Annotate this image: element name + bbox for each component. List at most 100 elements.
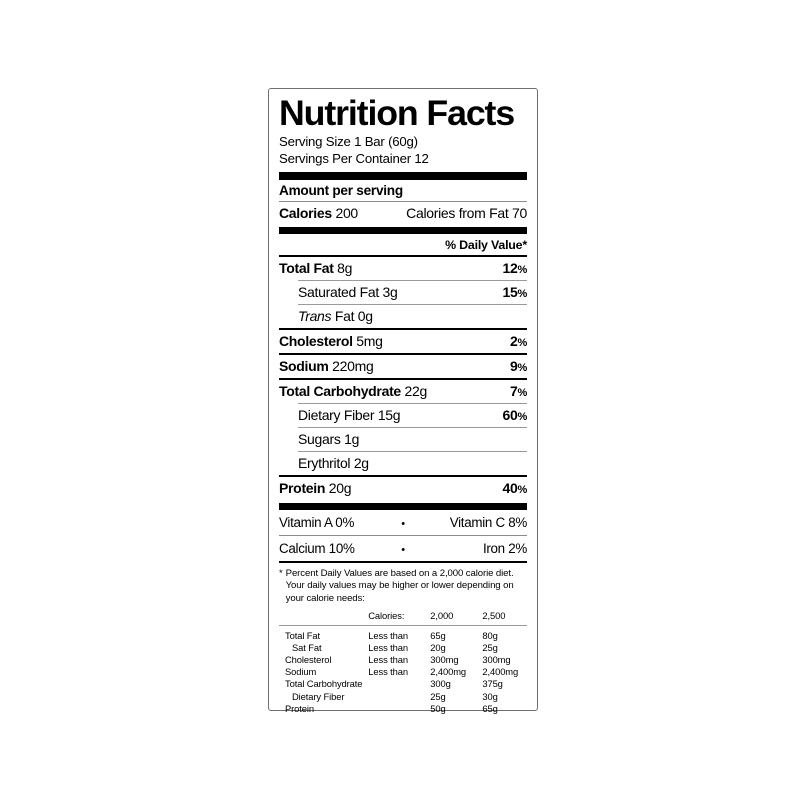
reference-row: Sodium Less than 2,400mg 2,400mg: [279, 666, 527, 678]
reference-cell: Dietary Fiber: [292, 690, 345, 702]
reference-cell: Less than: [368, 629, 409, 641]
reference-row: Dietary Fiber 25g 30g: [279, 690, 527, 702]
nutrition-facts-panel: Nutrition Facts Serving Size 1 Bar (60g)…: [268, 88, 538, 714]
serving-size-text: Serving Size 1 Bar (60g): [279, 134, 418, 149]
nutrient-row: Dietary Fiber 15g 60%: [279, 404, 527, 427]
reference-cell: 30g: [482, 690, 498, 702]
calories-value: 200: [335, 204, 358, 221]
nutrient-row: Trans Fat 0g: [279, 305, 527, 328]
bullet-separator-icon: •: [401, 543, 405, 556]
nutrient-divider: [279, 254, 527, 257]
nutrient-row: Total Carbohydrate 22g 7%: [279, 380, 527, 403]
nutrient-name: Trans Fat 0g: [298, 308, 373, 325]
reference-divider-row: [279, 624, 527, 629]
nutrient-percent: 7%: [510, 383, 527, 400]
nutrient-name: Sodium 220mg: [279, 358, 374, 375]
nutrient-row: Cholesterol 5mg 2%: [279, 330, 527, 353]
nutrient-name: Sugars 1g: [298, 431, 360, 448]
reference-header-cell: 2,500: [482, 610, 506, 622]
reference-cell: 375g: [482, 678, 503, 690]
divider-thick-top: [279, 171, 527, 180]
reference-cell: 80g: [482, 629, 498, 641]
nutrient-row: Saturated Fat 3g 15%: [279, 281, 527, 304]
reference-cell: 300mg: [430, 654, 459, 666]
reference-cell: [368, 690, 430, 702]
reference-row: Protein 50g 65g: [279, 702, 527, 714]
reference-header-row: Calories: 2,000 2,500: [279, 610, 527, 624]
divider-thick-below-calories: [279, 226, 527, 234]
reference-row: Total Fat Less than 65g 80g: [279, 629, 527, 641]
reference-cell: Protein: [285, 702, 315, 714]
divider-thick-below-protein: [279, 502, 527, 510]
vitamin-row: Vitamin A 0% • Vitamin C 8%: [279, 510, 527, 535]
reference-cell: 50g: [430, 702, 446, 714]
reference-cell: 25g: [482, 641, 498, 653]
nutrient-divider: [298, 279, 527, 281]
vitamin-list: Vitamin A 0% • Vitamin C 8% Calcium 10% • Iro…: [279, 510, 527, 561]
nutrient-percent: 9%: [510, 358, 527, 375]
reference-row: Sat Fat Less than 20g 25g: [279, 641, 527, 653]
nutrient-divider: [279, 352, 527, 355]
reference-cell: 300mg: [482, 654, 511, 666]
reference-cell: Less than: [368, 666, 409, 678]
reference-values-table: Calories: 2,000 2,500 Total Fat Less than 65g…: [279, 610, 527, 715]
vitamin-divider: [279, 534, 527, 536]
nutrient-row: Sodium 220mg 9%: [279, 355, 527, 378]
reference-cell: Less than: [368, 641, 409, 653]
reference-header-cell: 2,000: [430, 610, 454, 622]
nutrient-name: Dietary Fiber 15g: [298, 407, 401, 424]
nutrient-divider: [298, 402, 527, 404]
nutrient-divider: [279, 474, 527, 477]
nutrient-row: Total Fat 8g 12%: [279, 257, 527, 280]
page-title: Nutrition Facts: [279, 94, 515, 133]
reference-cell: 65g: [430, 629, 446, 641]
reference-cell: 2,400mg: [430, 666, 467, 678]
footnote: * Percent Daily Values are based on a 2,…: [279, 563, 527, 610]
calories-label: Calories 200: [279, 204, 358, 221]
bullet-separator-icon: •: [401, 517, 405, 530]
footnote-asterisk: *: [279, 567, 283, 579]
nutrient-list: Total Fat 8g 12% Saturated Fat 3g 15% Trans …: [279, 254, 527, 500]
nutrient-percent: 2%: [510, 333, 527, 350]
vitamin-row: Calcium 10% • Iron 2%: [279, 536, 527, 561]
servings-per-container-text: Servings Per Container 12: [279, 151, 429, 167]
nutrient-name: Total Carbohydrate 22g: [279, 383, 427, 400]
nutrient-row: Erythritol 2g: [279, 452, 527, 475]
amount-per-serving-label: Amount per serving: [279, 182, 403, 198]
nutrient-percent: 40%: [502, 480, 528, 497]
footnote-text: Percent Daily Values are based on a 2,00…: [285, 567, 514, 605]
nutrient-percent: 12%: [502, 260, 528, 277]
nutrient-name: Protein 20g: [279, 480, 352, 497]
divider-above-calories: [279, 200, 527, 202]
nutrient-name: Saturated Fat 3g: [298, 284, 398, 301]
reference-cell: [368, 702, 430, 714]
reference-divider: [279, 624, 527, 629]
reference-row: Total Carbohydrate 300g 375g: [279, 678, 527, 690]
vitamin-entry: Vitamin C 8%: [449, 514, 528, 530]
divider-above-footnote: [279, 560, 527, 563]
nutrient-divider: [298, 426, 527, 428]
nutrient-percent: 15%: [502, 284, 528, 301]
vitamin-entry: Calcium 10%: [279, 540, 355, 556]
nutrient-divider: [279, 377, 527, 380]
reference-cell: 20g: [430, 641, 446, 653]
reference-header-cell: Calories:: [368, 610, 405, 622]
nutrient-row: Protein 20g 40%: [279, 477, 527, 500]
daily-value-header: % Daily Value*: [445, 237, 527, 252]
nutrient-name: Total Fat 8g: [279, 260, 353, 277]
nutrient-row: Sugars 1g: [279, 428, 527, 451]
calories-row: Calories 200 Calories from Fat 70: [279, 202, 527, 224]
vitamin-entry: Iron 2%: [482, 540, 527, 556]
calories-from-fat: Calories from Fat 70: [406, 204, 527, 221]
reference-cell: Less than: [368, 654, 409, 666]
nutrient-divider: [279, 327, 527, 330]
reference-cell: Cholesterol: [285, 654, 332, 666]
reference-cell: 65g: [482, 702, 498, 714]
nutrient-name: Cholesterol 5mg: [279, 333, 383, 350]
nutrient-percent: 60%: [502, 407, 528, 424]
reference-cell: Total Carbohydrate: [285, 678, 363, 690]
reference-cell: [368, 678, 430, 690]
nutrient-divider: [298, 303, 527, 305]
reference-row: Cholesterol Less than 300mg 300mg: [279, 653, 527, 665]
reference-header-cell: [279, 610, 368, 624]
